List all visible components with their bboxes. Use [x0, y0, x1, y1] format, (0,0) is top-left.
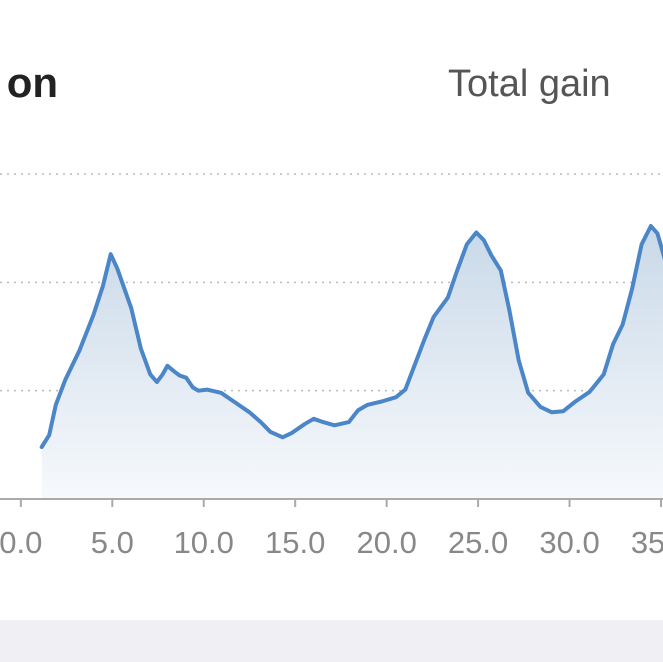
footer-band — [0, 620, 663, 662]
x-tick-label: 30.0 — [539, 525, 599, 560]
x-tick-label: 25.0 — [448, 525, 508, 560]
x-tick-label: 0.0 — [0, 525, 42, 560]
card-title: on — [7, 59, 58, 106]
x-tick-label: 5.0 — [91, 525, 134, 560]
total-gain-label: Total gain — [448, 63, 611, 105]
x-tick-label: 20.0 — [356, 525, 416, 560]
elevation-line — [39, 224, 663, 449]
area-fill — [41, 226, 663, 499]
x-tick-label: 35.0 — [631, 525, 663, 560]
x-tick-label: 10.0 — [174, 525, 234, 560]
x-tick-label: 15.0 — [265, 525, 325, 560]
